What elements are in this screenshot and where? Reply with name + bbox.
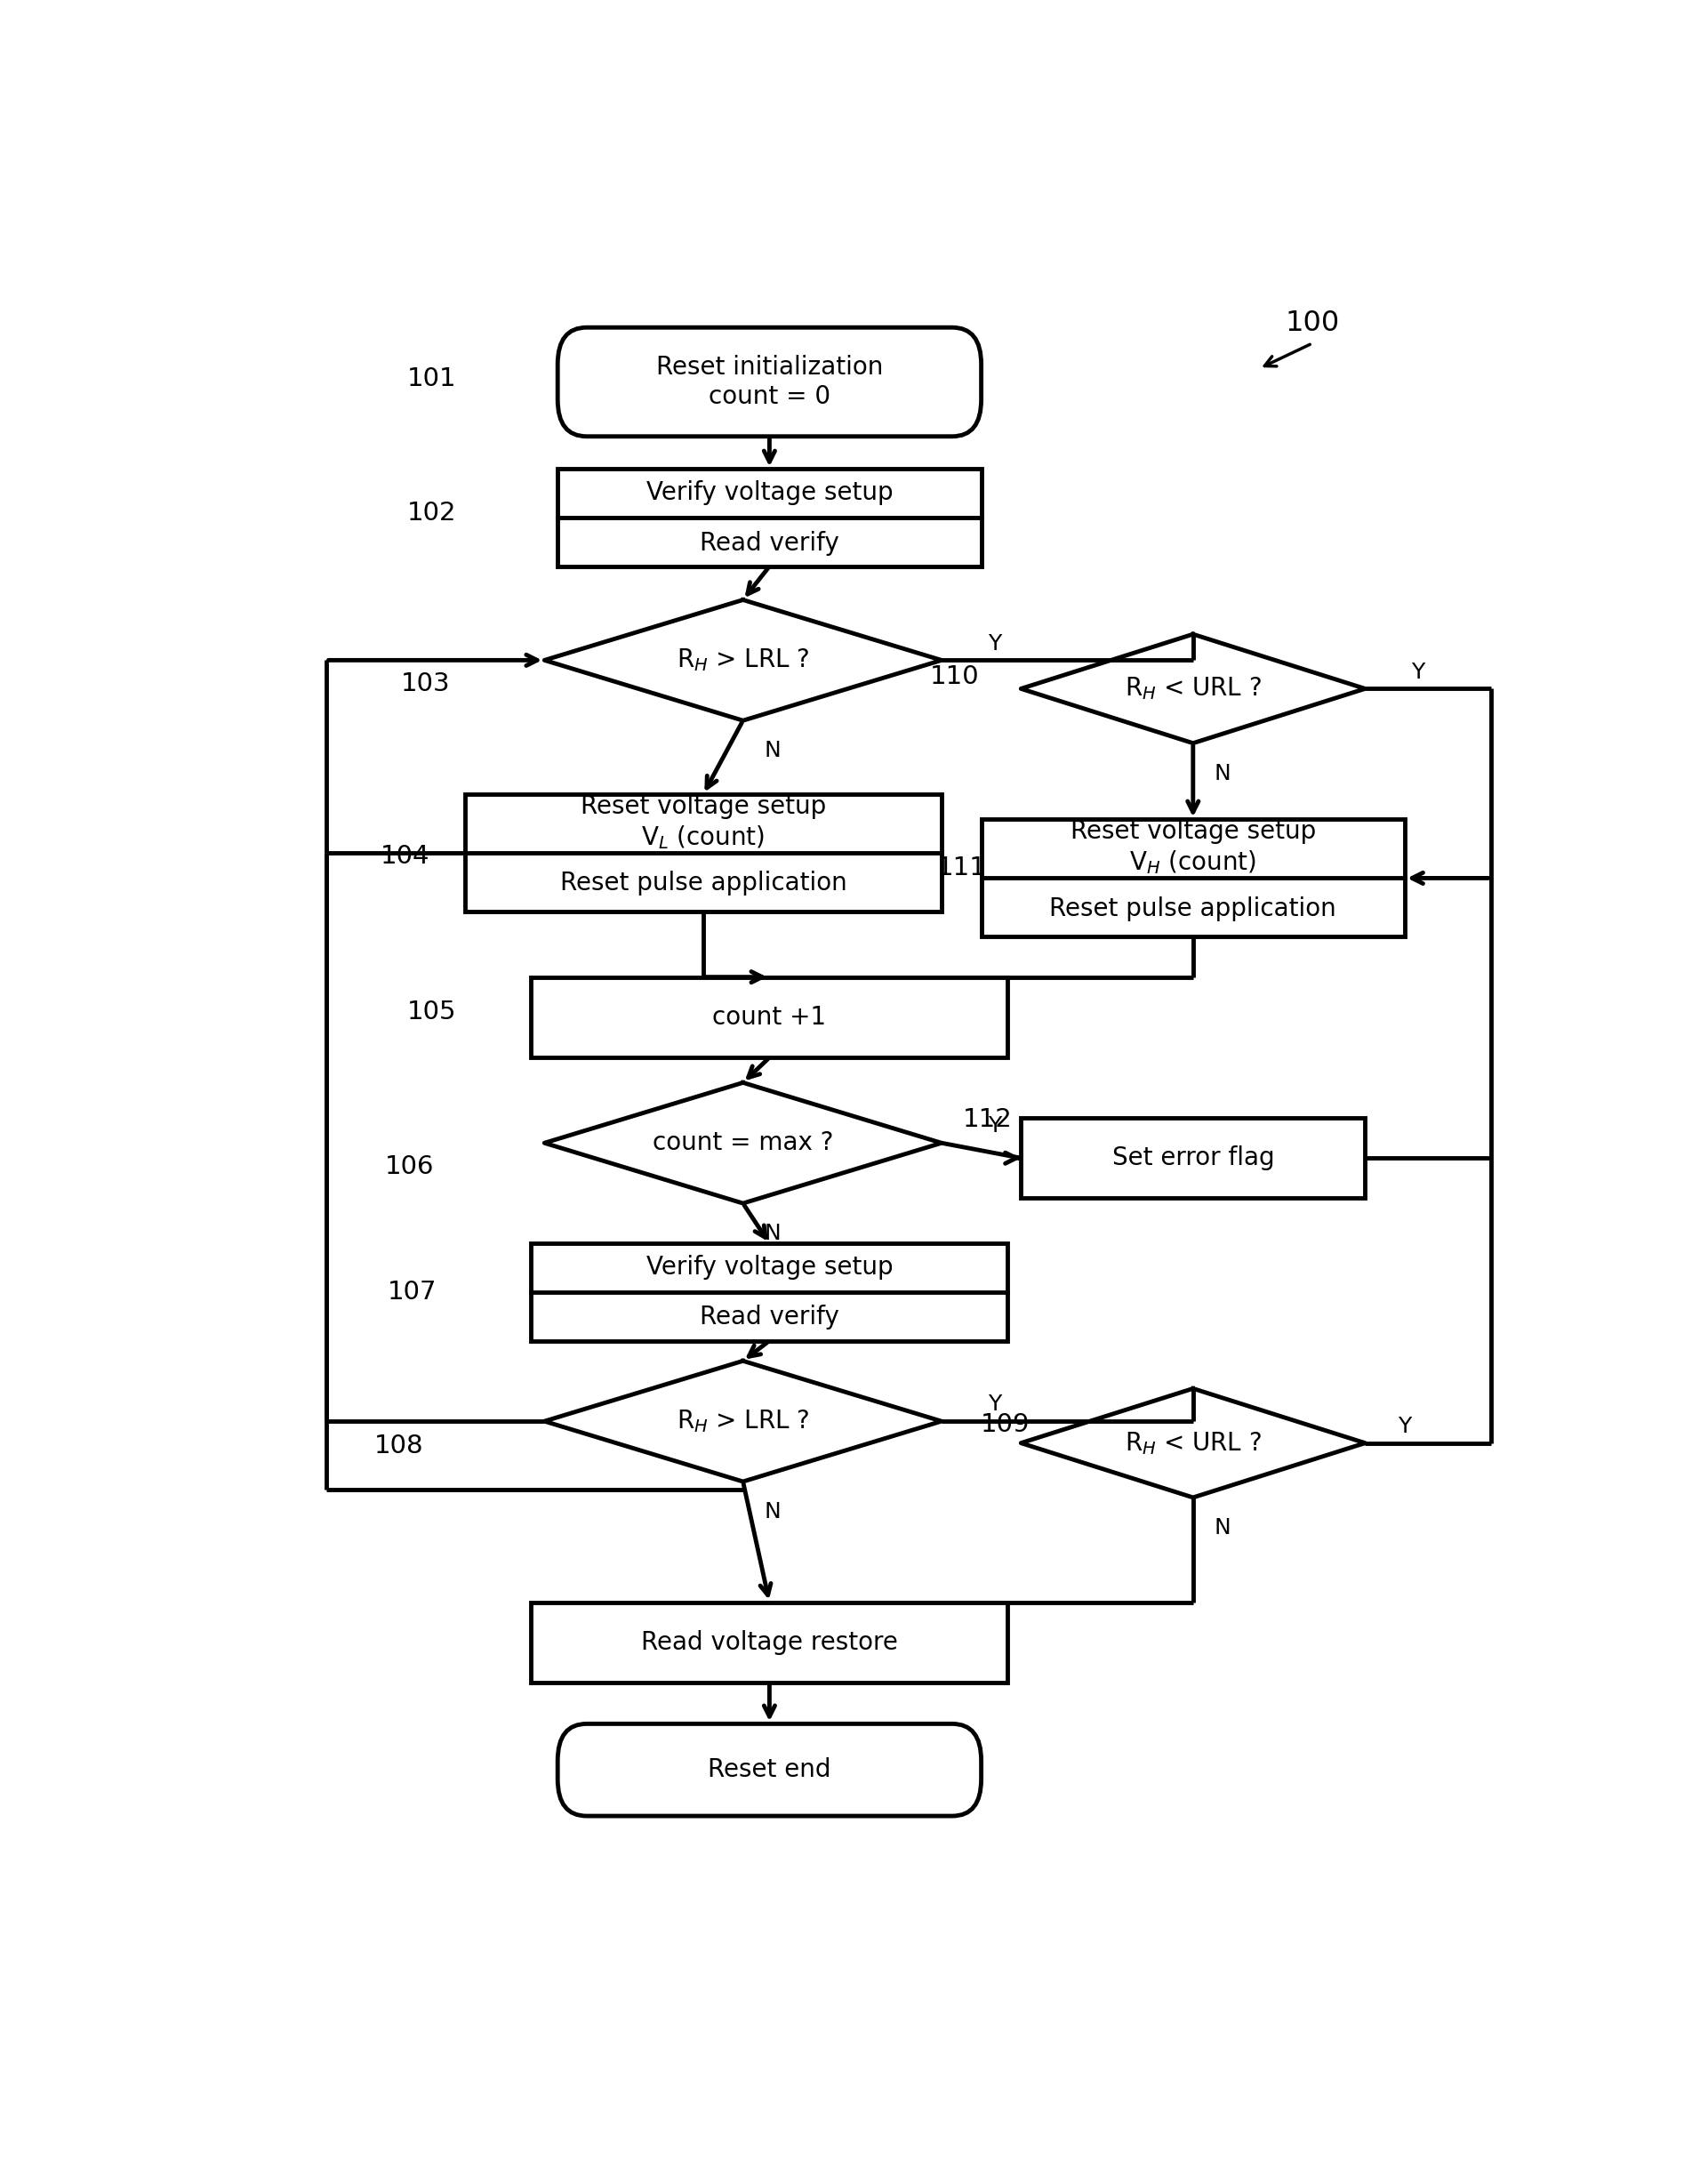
Text: R$_H$ > LRL ?: R$_H$ > LRL ? (676, 647, 810, 673)
Text: Verify voltage setup: Verify voltage setup (646, 1254, 893, 1280)
Text: 100: 100 (1284, 309, 1339, 337)
FancyBboxPatch shape (557, 1724, 980, 1816)
Text: Read verify: Read verify (700, 531, 839, 555)
Polygon shape (1021, 634, 1365, 742)
Text: count = max ?: count = max ? (652, 1130, 834, 1156)
Text: Y: Y (987, 1393, 1001, 1415)
Polygon shape (545, 601, 941, 721)
Text: 104: 104 (381, 845, 430, 869)
Text: Read verify: Read verify (700, 1304, 839, 1330)
Text: Y: Y (1411, 662, 1424, 684)
Text: 102: 102 (407, 501, 456, 525)
FancyBboxPatch shape (557, 327, 980, 435)
Text: N: N (1214, 1517, 1230, 1539)
Text: count +1: count +1 (712, 1006, 827, 1030)
Text: 111: 111 (936, 856, 986, 880)
Text: Read voltage restore: Read voltage restore (640, 1631, 898, 1655)
Text: Reset pulse application: Reset pulse application (560, 871, 847, 897)
Text: 109: 109 (980, 1413, 1030, 1437)
Bar (1021, 1117, 1365, 1197)
Text: 106: 106 (384, 1154, 434, 1180)
Polygon shape (1021, 1389, 1365, 1498)
Text: 107: 107 (388, 1280, 437, 1304)
Text: 108: 108 (374, 1435, 424, 1459)
Bar (531, 1243, 1008, 1341)
Text: 103: 103 (401, 671, 449, 697)
Text: N: N (763, 1223, 781, 1245)
Polygon shape (545, 1361, 941, 1483)
Text: Verify voltage setup: Verify voltage setup (646, 479, 893, 505)
Text: N: N (763, 740, 781, 762)
Text: R$_H$ < URL ?: R$_H$ < URL ? (1124, 1430, 1262, 1456)
Text: R$_H$ > LRL ?: R$_H$ > LRL ? (676, 1409, 810, 1435)
Text: 105: 105 (407, 999, 456, 1025)
Text: R$_H$ < URL ?: R$_H$ < URL ? (1124, 675, 1262, 701)
Bar (980, 819, 1404, 936)
Text: Y: Y (1399, 1415, 1411, 1437)
Text: N: N (1214, 762, 1230, 784)
Text: Set error flag: Set error flag (1112, 1145, 1274, 1171)
Bar (465, 795, 941, 912)
Text: Y: Y (987, 1115, 1001, 1136)
Text: Reset end: Reset end (707, 1757, 832, 1783)
Bar (531, 1602, 1008, 1683)
Text: 101: 101 (407, 366, 456, 392)
Text: N: N (763, 1502, 781, 1522)
Text: 110: 110 (931, 664, 979, 690)
Polygon shape (545, 1082, 941, 1204)
Text: Reset initialization
count = 0: Reset initialization count = 0 (656, 355, 883, 409)
Text: Y: Y (987, 634, 1001, 653)
Text: 112: 112 (963, 1108, 1013, 1132)
Bar (557, 468, 980, 566)
Text: Reset voltage setup
V$_L$ (count): Reset voltage setup V$_L$ (count) (581, 795, 827, 851)
Text: Reset pulse application: Reset pulse application (1049, 897, 1337, 921)
Bar (531, 977, 1008, 1058)
Text: Reset voltage setup
V$_H$ (count): Reset voltage setup V$_H$ (count) (1071, 819, 1315, 875)
